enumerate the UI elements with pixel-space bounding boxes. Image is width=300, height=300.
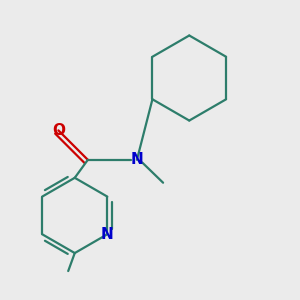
Text: O: O: [52, 123, 65, 138]
Text: N: N: [130, 152, 143, 167]
Text: N: N: [101, 227, 114, 242]
